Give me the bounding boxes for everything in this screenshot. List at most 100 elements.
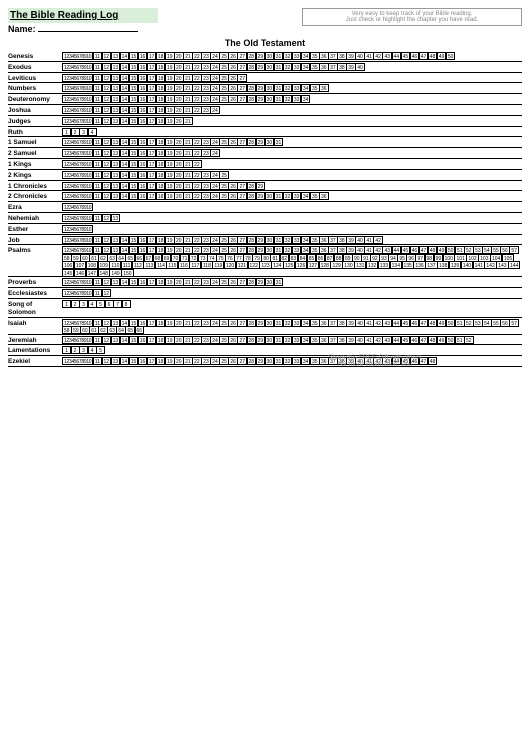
chapter-cell[interactable]: 25: [219, 171, 229, 179]
chapter-cell[interactable]: 42: [373, 236, 383, 244]
chapter-cell[interactable]: 142: [484, 261, 496, 269]
chapter-cell[interactable]: 114: [155, 261, 167, 269]
chapters-grid: 1234: [62, 128, 522, 136]
book-row: Nehemiah12345678910111213: [8, 214, 522, 224]
chapter-cell[interactable]: 149: [109, 269, 121, 277]
book-name: 2 Chronicles: [8, 192, 62, 201]
chapter-cell[interactable]: 31: [274, 138, 284, 146]
chapter-cell[interactable]: 139: [449, 261, 461, 269]
chapters-grid: 1234567891011121314151617181920212223242…: [62, 236, 522, 244]
chapter-cell[interactable]: 121: [236, 261, 248, 269]
chapter-cell[interactable]: 138: [437, 261, 449, 269]
chapter-cell[interactable]: 24: [210, 106, 220, 114]
chapter-cell[interactable]: 5: [96, 346, 105, 354]
chapter-cell[interactable]: 132: [366, 261, 378, 269]
chapter-cell[interactable]: 118: [201, 261, 213, 269]
chapter-cell[interactable]: 130: [342, 261, 354, 269]
chapter-cell[interactable]: 141: [473, 261, 485, 269]
chapter-cell-packed[interactable]: 12345678910: [62, 63, 93, 71]
book-row: Numbers123456789101112131415161718192021…: [8, 84, 522, 94]
chapter-cell[interactable]: 31: [274, 278, 284, 286]
chapter-cell[interactable]: 36: [319, 84, 329, 92]
chapter-cell[interactable]: 126: [295, 261, 307, 269]
chapter-cell[interactable]: 112: [132, 261, 144, 269]
chapter-cell-packed[interactable]: 12345678910: [62, 106, 93, 114]
chapter-cell[interactable]: 8: [122, 300, 131, 308]
chapter-cell[interactable]: 128: [319, 261, 331, 269]
chapter-cell-packed[interactable]: 12345678910: [62, 192, 93, 200]
chapter-cell-packed[interactable]: 12345678910: [62, 84, 93, 92]
chapter-cell[interactable]: 127: [307, 261, 319, 269]
chapter-cell[interactable]: 119: [212, 261, 224, 269]
chapter-cell[interactable]: 113: [143, 261, 155, 269]
chapter-cell[interactable]: 120: [224, 261, 236, 269]
share-note: Share this FREE Gift with others For mor…: [328, 354, 422, 368]
chapter-cell-packed[interactable]: 12345678910: [62, 225, 93, 233]
chapter-cell[interactable]: 133: [378, 261, 390, 269]
chapter-cell[interactable]: 144: [508, 261, 520, 269]
book-row: Exodus1234567891011121314151617181920212…: [8, 63, 522, 73]
chapter-cell-packed[interactable]: 12345678910: [62, 138, 93, 146]
chapter-cell-packed[interactable]: 12345678910: [62, 336, 93, 344]
book-row: 2 Chronicles1234567891011121314151617181…: [8, 192, 522, 202]
book-name: Proverbs: [8, 278, 62, 287]
chapter-cell[interactable]: 116: [178, 261, 190, 269]
chapters-grid: 12345678910111213: [62, 214, 522, 222]
chapter-cell[interactable]: 146: [74, 269, 86, 277]
book-row: Ezra12345678910: [8, 203, 522, 213]
chapter-cell[interactable]: 140: [461, 261, 473, 269]
chapter-cell[interactable]: 117: [189, 261, 201, 269]
chapter-cell[interactable]: 12: [102, 289, 112, 297]
chapter-cell[interactable]: 29: [256, 182, 266, 190]
chapter-cell-packed[interactable]: 12345678910: [62, 95, 93, 103]
chapter-cell-packed[interactable]: 12345678910: [62, 182, 93, 190]
chapter-cell-packed[interactable]: 12345678910: [62, 278, 93, 286]
chapter-cell[interactable]: 57: [509, 319, 519, 327]
chapter-cell[interactable]: 52: [464, 336, 474, 344]
chapter-cell[interactable]: 34: [301, 95, 311, 103]
chapter-cell[interactable]: 131: [354, 261, 366, 269]
chapter-cell-packed[interactable]: 12345678910: [62, 357, 93, 365]
chapter-cell[interactable]: 122: [248, 261, 260, 269]
chapter-cell[interactable]: 115: [166, 261, 178, 269]
chapter-cell-packed[interactable]: 12345678910: [62, 289, 93, 297]
chapter-cell-packed[interactable]: 12345678910: [62, 203, 93, 211]
chapter-cell-packed[interactable]: 12345678910: [62, 149, 93, 157]
chapter-cell[interactable]: 50: [446, 52, 456, 60]
main-title: The Bible Reading Log: [8, 8, 158, 23]
chapter-cell[interactable]: 150: [121, 269, 133, 277]
chapter-cell-packed[interactable]: 12345678910: [62, 160, 93, 168]
chapter-cell[interactable]: 48: [428, 357, 438, 365]
chapter-cell[interactable]: 147: [86, 269, 98, 277]
chapter-cell[interactable]: 137: [425, 261, 437, 269]
chapter-cell-packed[interactable]: 12345678910: [62, 214, 93, 222]
chapter-cell[interactable]: 4: [88, 128, 97, 136]
chapter-cell[interactable]: 145: [62, 269, 74, 277]
chapter-cell[interactable]: 143: [496, 261, 508, 269]
chapter-cell[interactable]: 125: [283, 261, 295, 269]
chapter-cell[interactable]: 124: [271, 261, 283, 269]
chapter-cell[interactable]: 24: [210, 149, 220, 157]
chapter-cell[interactable]: 148: [98, 269, 110, 277]
chapter-cell[interactable]: 66: [135, 326, 145, 334]
share-line1: Share this FREE Gift with others: [328, 354, 422, 361]
chapter-cell[interactable]: 40: [355, 63, 365, 71]
chapter-cell[interactable]: 22: [192, 160, 202, 168]
chapter-cell-packed[interactable]: 12345678910: [62, 74, 93, 82]
chapter-cell-packed[interactable]: 12345678910: [62, 52, 93, 60]
chapter-cell[interactable]: 27: [237, 74, 247, 82]
chapter-cell-packed[interactable]: 12345678910: [62, 171, 93, 179]
chapter-cell[interactable]: 21: [183, 117, 193, 125]
chapter-cell[interactable]: 136: [413, 261, 425, 269]
chapter-cell[interactable]: 123: [259, 261, 271, 269]
chapter-cell[interactable]: 36: [319, 192, 329, 200]
chapter-cell-packed[interactable]: 12345678910: [62, 117, 93, 125]
chapter-cell[interactable]: 129: [330, 261, 342, 269]
chapter-cell-packed[interactable]: 12345678910: [62, 236, 93, 244]
chapter-cell[interactable]: 134: [390, 261, 402, 269]
book-name: Numbers: [8, 84, 62, 93]
chapter-cell[interactable]: 13: [111, 214, 121, 222]
chapter-cell[interactable]: 135: [402, 261, 414, 269]
book-name: Jeremiah: [8, 336, 62, 345]
chapters-grid: 12345678: [62, 300, 522, 308]
